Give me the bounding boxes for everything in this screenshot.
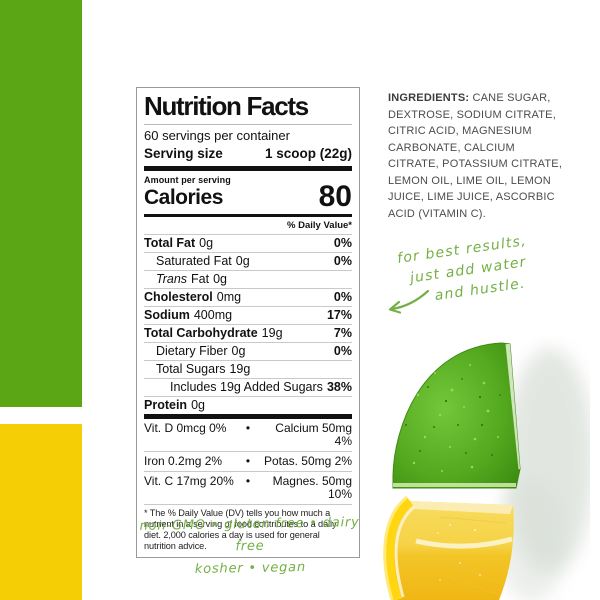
amount-per-serving-label: Amount per serving xyxy=(144,175,231,185)
serving-size-value: 1 scoop (22g) xyxy=(264,146,352,161)
bullet-separator: • xyxy=(245,454,251,468)
product-claims: non-GMO • gluten free • dairy free koshe… xyxy=(125,512,374,582)
ingredients-label: INGREDIENTS: xyxy=(388,92,470,104)
claims-line-1: non-GMO • gluten free • dairy free xyxy=(139,515,360,555)
yellow-accent-bar xyxy=(0,424,82,600)
bullet-separator: • xyxy=(245,474,251,488)
nutrient-row-protein: Protein 0g xyxy=(144,398,205,412)
nutrient-row-total-sugars: Total Sugars 19g xyxy=(144,361,352,379)
micronutrient-row-2: Iron 0.2mg 2% • Potas. 50mg 2% xyxy=(144,452,352,472)
nutrition-facts-title: Nutrition Facts xyxy=(144,92,352,125)
medium-divider xyxy=(144,214,352,217)
calories-row: Calories 80 xyxy=(144,180,352,213)
curved-left-arrow-icon xyxy=(388,289,430,314)
nutrient-row-trans-fat: Trans Fat 0g xyxy=(144,271,352,289)
thick-divider xyxy=(144,166,352,171)
micronutrient-row-3: Vit. C 17mg 20% • Magnes. 50mg 10% xyxy=(144,472,352,505)
lemon-wedge-photo xyxy=(383,495,514,600)
ingredients-text: CANE SUGAR, DEXTROSE, SODIUM CITRATE, CI… xyxy=(388,92,563,220)
calories-label: Calories xyxy=(144,186,223,209)
bullet-separator: • xyxy=(245,421,251,435)
cast-shadow xyxy=(498,348,590,600)
daily-value-footnote: * The % Daily Value (DV) tells you how m… xyxy=(144,508,337,551)
servings-per-container: 60 servings per container xyxy=(144,128,290,143)
serving-size-row: Serving size 1 scoop (22g) xyxy=(144,144,352,166)
serving-size-label: Serving size xyxy=(144,146,223,161)
calories-value: 80 xyxy=(318,180,352,213)
nutrient-row-sodium: Sodium 400mg 17% xyxy=(144,307,352,325)
nutrient-row-total-carbohydrate: Total Carbohydrate 19g 7% xyxy=(144,325,352,343)
nutrient-row-saturated-fat: Saturated Fat 0g 0% xyxy=(144,253,352,271)
micronutrient-row-1: Vit. D 0mcg 0% • Calcium 50mg 4% xyxy=(144,419,352,452)
nutrient-row-total-fat: Total Fat 0g 0% xyxy=(144,235,352,253)
claims-line-2: kosher • vegan xyxy=(194,560,307,577)
thick-divider xyxy=(144,414,352,419)
lime-wedge-photo xyxy=(392,342,521,489)
nutrient-row-cholesterol: Cholesterol 0mg 0% xyxy=(144,289,352,307)
daily-value-header: % Daily Value* xyxy=(144,217,352,235)
nutrient-row-added-sugars: Includes 19g Added Sugars 38% xyxy=(144,379,352,397)
nutrition-facts-label: Nutrition Facts 60 servings per containe… xyxy=(136,87,360,558)
ingredients-list: INGREDIENTS: CANE SUGAR, DEXTROSE, SODIU… xyxy=(388,90,566,222)
green-accent-bar xyxy=(0,0,82,407)
nutrient-row-dietary-fiber: Dietary Fiber 0g 0% xyxy=(144,343,352,361)
citrus-photo xyxy=(383,342,590,600)
